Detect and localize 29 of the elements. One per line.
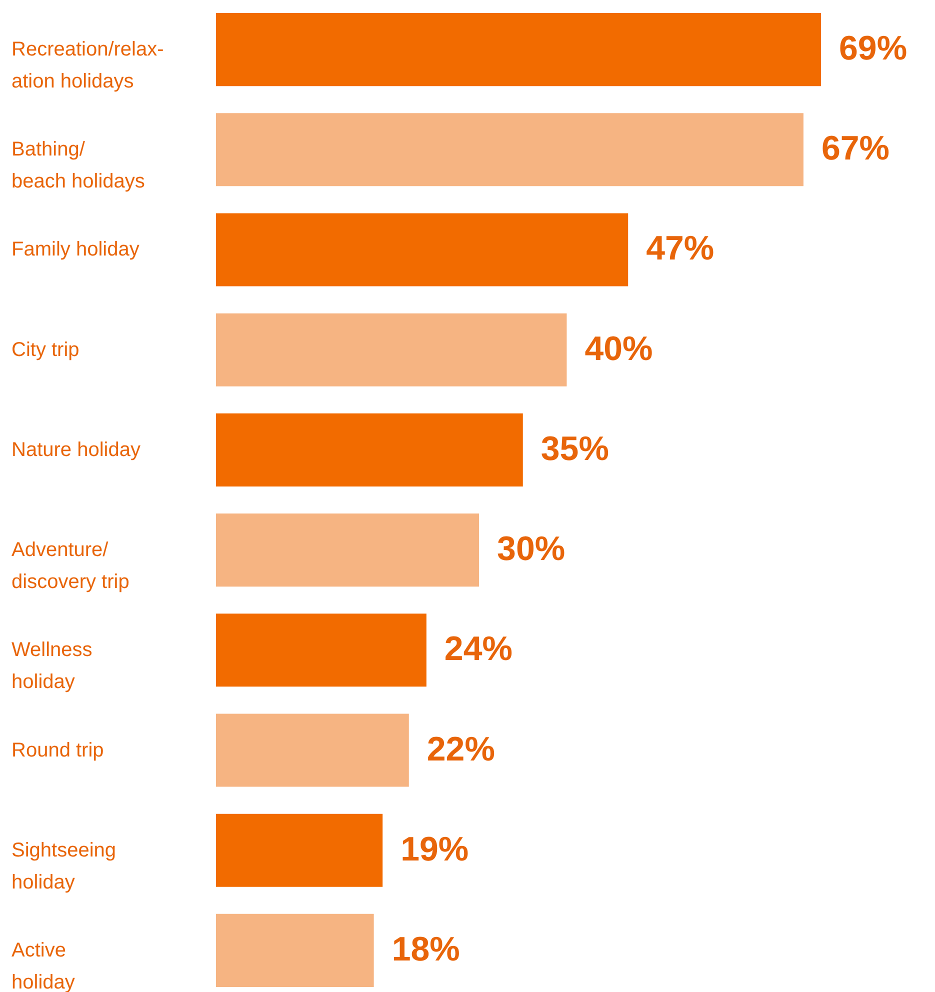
bar: [216, 814, 383, 887]
bar: [216, 714, 409, 787]
data-label: 30%: [497, 530, 566, 568]
y-tick-label: Adventure/ discovery trip: [12, 539, 130, 594]
data-label: 35%: [540, 430, 609, 468]
bar: [216, 914, 374, 987]
bar: [216, 213, 628, 286]
data-label: 24%: [444, 630, 512, 668]
y-tick-label: Round trip: [12, 739, 104, 762]
data-label: 69%: [839, 30, 908, 68]
data-label: 67%: [821, 130, 890, 168]
data-label: 18%: [392, 930, 460, 968]
bar: [216, 113, 804, 186]
data-label: 22%: [426, 730, 495, 768]
y-tick-label: City trip: [12, 338, 80, 361]
bar: [216, 614, 426, 687]
y-tick-label: Nature holiday: [12, 438, 140, 461]
y-tick-label: Wellness holiday: [12, 639, 92, 694]
bar: [216, 413, 523, 486]
y-tick-label: Recreation/relax- ation holidays: [12, 38, 164, 93]
data-label: 47%: [646, 230, 714, 268]
y-tick-label: Family holiday: [12, 238, 140, 261]
bar: [216, 13, 821, 86]
data-label: 40%: [584, 330, 653, 368]
bar: [216, 313, 567, 386]
y-tick-label: Sightseeing holiday: [12, 839, 116, 894]
y-tick-label: Bathing/ beach holidays: [12, 138, 145, 193]
bar: [216, 514, 480, 587]
data-label: 19%: [400, 830, 469, 868]
